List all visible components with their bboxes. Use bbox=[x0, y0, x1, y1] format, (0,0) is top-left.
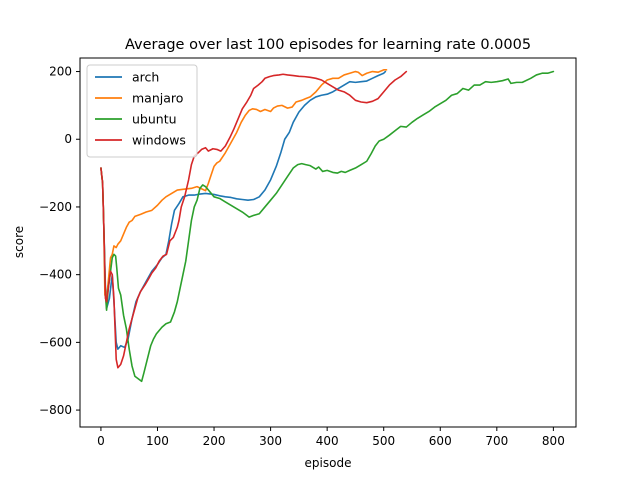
x-tick-label: 600 bbox=[429, 434, 452, 448]
x-tick-label: 400 bbox=[316, 434, 339, 448]
series-line-ubuntu bbox=[100, 70, 555, 383]
legend-label-manjaro: manjaro bbox=[132, 91, 183, 106]
series-layer bbox=[100, 69, 555, 383]
y-tick-label: −600 bbox=[39, 335, 72, 349]
axis-layer: 0 100 200 300 400 500 600 700 800 −800 −600 −400 −20… bbox=[39, 57, 577, 448]
x-tick-label: 200 bbox=[203, 434, 226, 448]
legend-label-arch: arch bbox=[132, 70, 159, 85]
series-line-manjaro bbox=[100, 69, 388, 300]
x-tick-label: 500 bbox=[372, 434, 395, 448]
x-tick-label: 300 bbox=[259, 434, 282, 448]
legend-label-ubuntu: ubuntu bbox=[132, 112, 177, 127]
x-tick-label: 0 bbox=[97, 434, 105, 448]
y-tick-label: 0 bbox=[64, 132, 72, 146]
y-tick-label: −200 bbox=[39, 200, 72, 214]
x-axis-label: episode bbox=[305, 456, 352, 470]
y-tick-label: 200 bbox=[49, 65, 72, 79]
y-axis-label: score bbox=[12, 226, 26, 258]
legend-label-windows: windows bbox=[132, 133, 186, 148]
series-line-windows bbox=[100, 70, 408, 369]
plot-frame bbox=[79, 57, 577, 428]
series-line-arch bbox=[100, 70, 387, 350]
x-tick-label: 100 bbox=[146, 434, 169, 448]
y-tick-label: −400 bbox=[39, 268, 72, 282]
x-tick-label: 700 bbox=[485, 434, 508, 448]
legend-box bbox=[86, 64, 198, 158]
legend: arch manjaro ubuntu windows bbox=[86, 64, 198, 158]
y-tick-label: −800 bbox=[39, 403, 72, 417]
chart-title: Average over last 100 episodes for learn… bbox=[125, 37, 531, 53]
x-tick-label: 800 bbox=[542, 434, 565, 448]
